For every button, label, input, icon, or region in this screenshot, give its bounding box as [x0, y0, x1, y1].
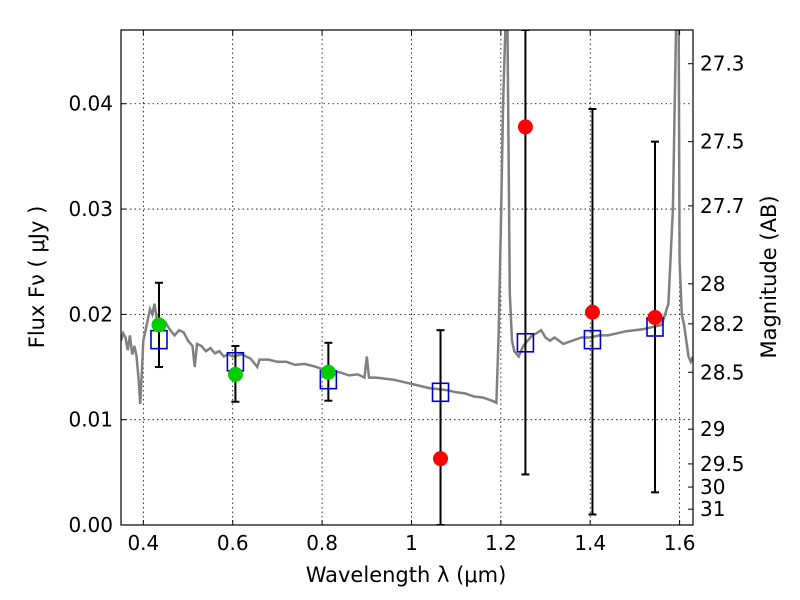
y2-tick-label: 29 [700, 417, 725, 441]
x-axis-label: Wavelength λ (μm) [306, 563, 507, 587]
x-tick-label: 1.2 [485, 531, 517, 555]
model-photometry-square [583, 329, 602, 350]
observed-flux-point [151, 317, 167, 333]
y2-tick-label: 30 [700, 475, 725, 499]
y2-axis-label: Magnitude (AB) [757, 195, 781, 358]
observed-flux-point [320, 364, 336, 380]
x-tick-label: 1.6 [664, 531, 696, 555]
observed-flux-point [647, 310, 663, 326]
y2-tick-label: 28.2 [700, 312, 745, 336]
y-tick-label: 0.01 [68, 408, 113, 432]
y2-tick-label: 28 [700, 272, 725, 296]
x-tick-label: 1.4 [574, 531, 606, 555]
y2-tick-label: 27.7 [700, 194, 745, 218]
y-axis-label: Flux Fν ( μJy ) [25, 206, 49, 349]
y2-tick-label: 28.5 [700, 360, 745, 384]
y-tick-label: 0.04 [68, 92, 113, 116]
observed-flux-point [584, 304, 600, 320]
x-tick-label: 1 [405, 531, 418, 555]
y-tick-label: 0.02 [68, 302, 113, 326]
y2-tick-label: 29.5 [700, 452, 745, 476]
y-tick-label: 0.03 [68, 197, 113, 221]
y2-tick-label: 27.3 [700, 52, 745, 76]
observed-flux-point [227, 366, 243, 382]
plot-area [121, 30, 693, 525]
observed-flux-point [517, 119, 533, 135]
model-photometry-square [516, 332, 535, 353]
axis-ticks: 0.4 0.6 0.8 1 1.2 1.4 1.6 0.00 0.01 0.02 0.03 0.04 2… [68, 30, 745, 555]
y-tick-label: 0.00 [68, 513, 113, 537]
model-photometry-square [431, 382, 450, 403]
x-tick-label: 0.6 [217, 531, 249, 555]
x-tick-label: 0.8 [306, 531, 338, 555]
y2-tick-label: 27.5 [700, 130, 745, 154]
x-tick-label: 0.4 [127, 531, 159, 555]
observed-flux-point [433, 451, 449, 467]
y2-tick-label: 31 [700, 497, 725, 521]
plot-content [121, 30, 693, 525]
plot-frame [120, 29, 694, 526]
